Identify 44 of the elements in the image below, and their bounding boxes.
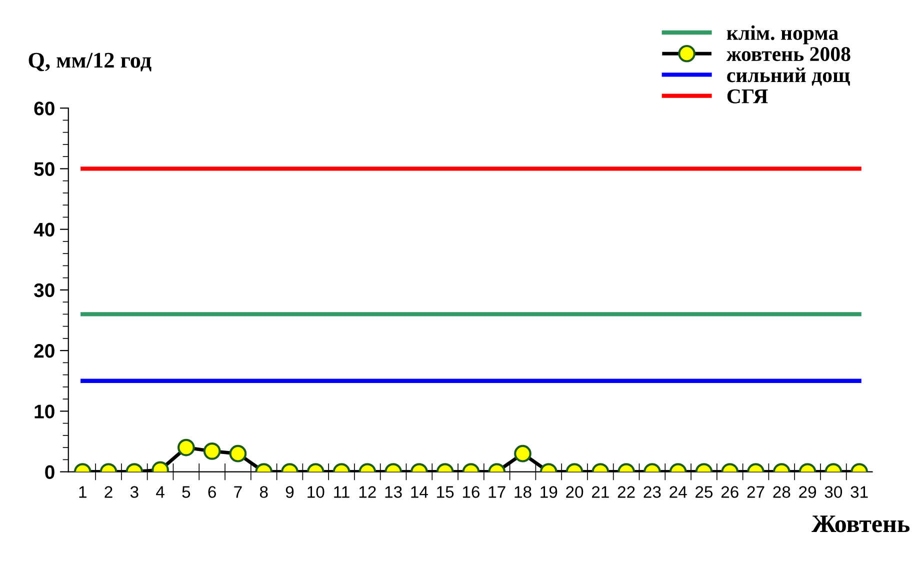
legend-label: сильний дощ [727,68,850,86]
x-tick-label: 1 [79,486,86,498]
legend-label: СГЯ [727,89,768,104]
y-tick-label: 10 [34,404,54,418]
y-tick-label: 60 [34,102,54,116]
x-tick-label: 17 [488,486,506,498]
x-tick-label: 10 [308,486,324,498]
x-tick-label: 24 [670,486,687,498]
x-tick-label: 21 [592,486,609,498]
x-tick-label: 15 [437,486,454,498]
y-tick-label: 0 [45,465,54,480]
x-tick-label: 9 [286,486,294,498]
x-tick-label: 16 [462,486,480,498]
x-tick-label: 26 [721,486,738,498]
x-tick-label: 30 [824,486,842,498]
x-tick-label: 19 [540,486,558,498]
x-tick-label: 11 [334,486,350,498]
x-tick-label: 20 [566,486,584,498]
y-tick-label: 20 [34,344,54,358]
x-tick-label: 2 [104,486,112,498]
legend-label: клім. норма [726,25,838,44]
x-axis-title: Жовтень [812,516,910,532]
x-tick-label: 29 [799,486,816,498]
x-tick-label: 8 [260,486,268,498]
x-tick-label: 23 [644,486,661,498]
x-tick-label: 13 [385,486,402,498]
x-tick-label: 31 [850,486,868,498]
x-tick-label: 4 [156,486,164,498]
x-tick-label: 28 [773,486,790,498]
x-tick-label: 12 [359,486,376,498]
legend-label: жовтень 2008 [726,47,850,62]
y-axis-title: Q, мм/12 год [28,52,152,72]
x-tick-label: 6 [208,486,216,498]
x-tick-label: 25 [696,486,713,498]
x-tick-label: 14 [411,486,428,498]
x-tick-label: 7 [234,486,242,498]
y-tick-label: 30 [34,283,54,298]
x-tick-label: 22 [618,486,635,498]
x-tick-label: 5 [182,486,190,498]
y-tick-label: 50 [34,162,54,176]
y-tick-label: 40 [34,222,54,237]
x-tick-label: 18 [514,486,532,498]
x-tick-label: 3 [130,486,138,498]
x-tick-label: 27 [747,486,764,498]
